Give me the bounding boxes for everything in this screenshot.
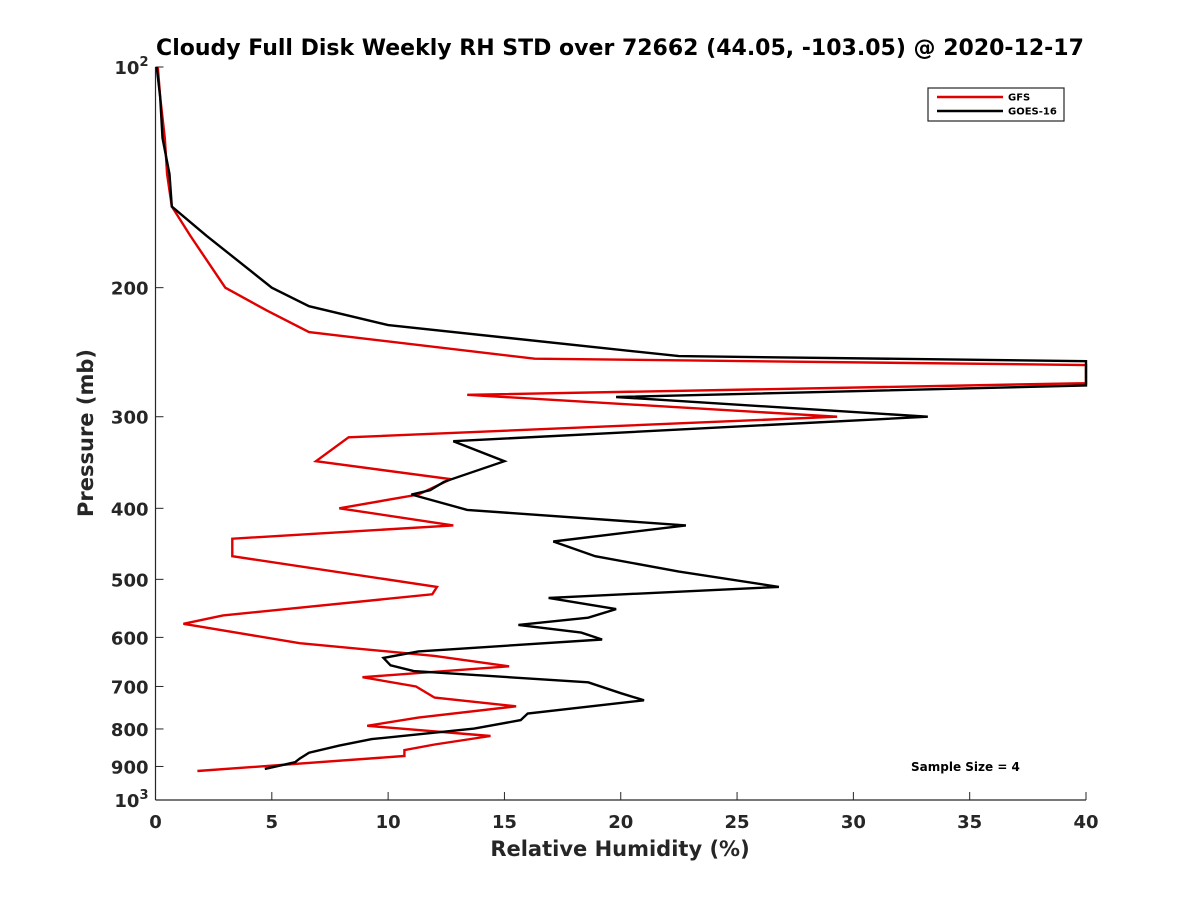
y-tick-label: 200 (111, 279, 149, 300)
y-tick-label: 300 (111, 408, 149, 429)
sample-size-annotation: Sample Size = 4 (911, 760, 1020, 774)
series-line-gfs (156, 66, 1088, 773)
x-tick-label: 10 (376, 812, 401, 833)
y-tick-label-exponent: 3 (139, 788, 148, 803)
y-tick-label-base: 10 (114, 58, 139, 79)
legend-label-goes16: GOES-16 (1008, 107, 1057, 118)
y-tick-label-exponent: 2 (139, 55, 148, 70)
series-group (155, 66, 1088, 773)
y-tick-label-base: 10 (114, 791, 139, 812)
x-ticks: 0 5 10 15 20 25 30 35 40 (149, 792, 1099, 833)
x-tick-label: 5 (266, 812, 279, 833)
y-tick-label: 900 (111, 757, 149, 778)
x-tick-label: 40 (1073, 812, 1098, 833)
legend-label-gfs: GFS (1008, 93, 1030, 104)
x-tick-label: 25 (725, 812, 750, 833)
y-axis-label: Pressure (mb) (74, 349, 98, 517)
chart-title: Cloudy Full Disk Weekly RH STD over 7266… (156, 36, 1084, 61)
y-tick-label: 400 (111, 499, 149, 520)
plot-area: 0 5 10 15 20 25 30 35 40 10220030040050060070080… (111, 55, 1099, 833)
x-tick-label: 0 (149, 812, 162, 833)
y-tick-label: 800 (111, 720, 149, 741)
x-tick-label: 15 (492, 812, 517, 833)
series-line-goes16 (155, 66, 1088, 771)
x-tick-label: 20 (608, 812, 633, 833)
y-tick-label: 500 (111, 570, 149, 591)
x-axis-label: Relative Humidity (%) (490, 837, 749, 861)
legend: GFS GOES-16 (927, 87, 1065, 122)
y-tick-label: 103 (114, 788, 148, 812)
legend-box (927, 87, 1065, 122)
x-tick-label: 30 (841, 812, 866, 833)
y-tick-label: 102 (114, 55, 148, 79)
y-tick-label: 600 (111, 628, 149, 649)
x-tick-label: 35 (957, 812, 982, 833)
y-tick-label: 700 (111, 677, 149, 698)
